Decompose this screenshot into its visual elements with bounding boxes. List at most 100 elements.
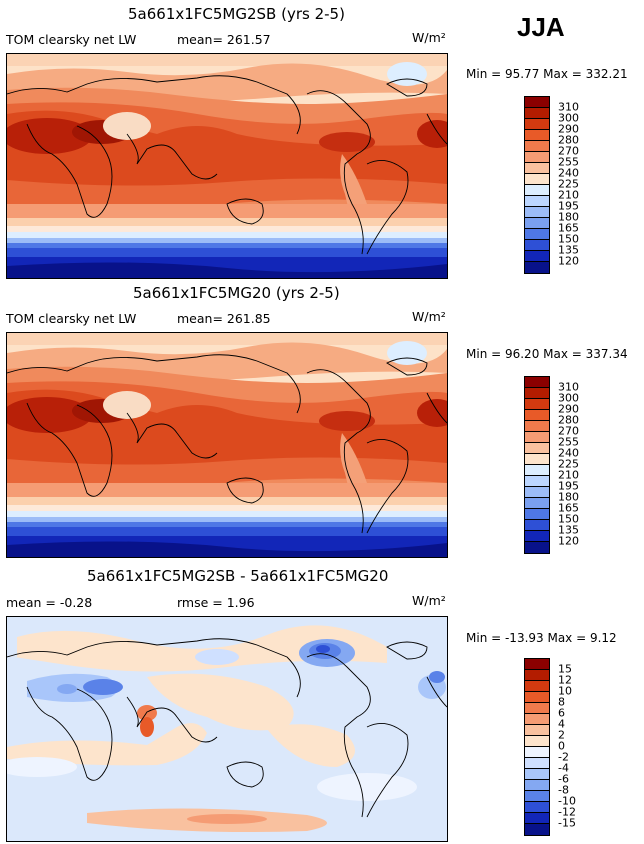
- panel-2-colorbar-swatch-12: [525, 509, 549, 520]
- panel-3-colorbar-swatch-5: [525, 714, 549, 725]
- panel-1-tick: 280: [558, 133, 579, 147]
- panel-3-colorbar-swatch-6: [525, 725, 549, 736]
- panel-1-units: W/m²: [412, 30, 446, 45]
- panel-2-tick: 290: [558, 402, 579, 416]
- panel-3-tick: 10: [558, 684, 572, 698]
- panel-3-tick: 12: [558, 673, 572, 687]
- panel-3-colorbar-swatch-14: [525, 813, 549, 824]
- panel-1-tick: 225: [558, 177, 579, 191]
- panel-3-colorbar-swatch-13: [525, 802, 549, 813]
- panel-1-colorbar-swatch-13: [525, 240, 549, 251]
- panel-1-tick: 135: [558, 243, 579, 257]
- panel-2-colorbar-swatch-3: [525, 410, 549, 421]
- panel-3-colorbar-swatch-3: [525, 692, 549, 703]
- panel-1-colorbar: [524, 96, 550, 274]
- panel-1-colorbar-swatch-4: [525, 141, 549, 152]
- panel-3-colorbar: [524, 658, 550, 836]
- panel-1-colorbar-swatch-7: [525, 174, 549, 185]
- panel-1-colorbar-swatch-11: [525, 218, 549, 229]
- panel-2-colorbar-swatch-14: [525, 531, 549, 542]
- panel-3-tick: -10: [558, 794, 576, 808]
- panel-3-tick: -2: [558, 750, 569, 764]
- panel-3-units: W/m²: [412, 593, 446, 608]
- panel-1-tick: 290: [558, 122, 579, 136]
- panel-3-tick: 8: [558, 695, 565, 709]
- panel-3-tick: -4: [558, 761, 569, 775]
- panel-2-variable-label: TOM clearsky net LW: [6, 311, 137, 326]
- panel-2-colorbar-swatch-1: [525, 388, 549, 399]
- panel-1-tick: 310: [558, 100, 579, 114]
- panel-3-map-svg: [7, 617, 447, 841]
- panel-2-title: 5a661x1FC5MG20 (yrs 2-5): [133, 284, 340, 302]
- panel-2-tick: 240: [558, 446, 579, 460]
- panel-2-colorbar-swatch-2: [525, 399, 549, 410]
- panel-2-colorbar-swatch-15: [525, 542, 549, 553]
- panel-2-tick: 300: [558, 391, 579, 405]
- panel-2-colorbar-swatch-4: [525, 421, 549, 432]
- panel-2-minmax: Min = 96.20 Max = 337.34: [466, 347, 628, 361]
- panel-3-colorbar-swatch-11: [525, 780, 549, 791]
- panel-2-tick: 135: [558, 523, 579, 537]
- panel-3-colorbar-swatch-15: [525, 824, 549, 835]
- panel-2-colorbar: [524, 376, 550, 554]
- panel-2-map-svg: [7, 333, 447, 557]
- panel-1-colorbar-swatch-0: [525, 97, 549, 108]
- panel-1-tick: 300: [558, 111, 579, 125]
- panel-1-map-svg: [7, 54, 447, 278]
- panel-1-tick: 165: [558, 221, 579, 235]
- panel-2-colorbar-swatch-5: [525, 432, 549, 443]
- panel-3-tick: 4: [558, 717, 565, 731]
- panel-3-colorbar-swatch-4: [525, 703, 549, 714]
- panel-1-colorbar-swatch-9: [525, 196, 549, 207]
- panel-2-tick: 310: [558, 380, 579, 394]
- panel-2-tick: 195: [558, 479, 579, 493]
- panel-2-tick: 210: [558, 468, 579, 482]
- panel-2-colorbar-swatch-11: [525, 498, 549, 509]
- panel-1-minmax: Min = 95.77 Max = 332.21: [466, 67, 628, 81]
- panel-2-colorbar-swatch-0: [525, 377, 549, 388]
- panel-3-colorbar-swatch-8: [525, 747, 549, 758]
- panel-3-tick: 15: [558, 662, 572, 676]
- panel-1-colorbar-swatch-6: [525, 163, 549, 174]
- panel-3-tick: 2: [558, 728, 565, 742]
- panel-1-colorbar-swatch-5: [525, 152, 549, 163]
- panel-2-tick: 150: [558, 512, 579, 526]
- panel-3-tick: 6: [558, 706, 565, 720]
- panel-3-colorbar-swatch-9: [525, 758, 549, 769]
- panel-1-title: 5a661x1FC5MG2SB (yrs 2-5): [128, 5, 345, 23]
- panel-3-colorbar-swatch-7: [525, 736, 549, 747]
- panel-2-colorbar-swatch-10: [525, 487, 549, 498]
- panel-3-colorbar-swatch-1: [525, 670, 549, 681]
- panel-3-tick: -12: [558, 805, 576, 819]
- panel-1-colorbar-swatch-8: [525, 185, 549, 196]
- panel-1-variable-label: TOM clearsky net LW: [6, 32, 137, 47]
- panel-1-tick: 270: [558, 144, 579, 158]
- panel-1-tick: 255: [558, 155, 579, 169]
- panel-2-tick: 165: [558, 501, 579, 515]
- panel-1-tick: 240: [558, 166, 579, 180]
- panel-3-colorbar-swatch-0: [525, 659, 549, 670]
- panel-3-tick: -6: [558, 772, 569, 786]
- season-label: JJA: [517, 12, 565, 42]
- panel-1-colorbar-swatch-1: [525, 108, 549, 119]
- panel-2-colorbar-swatch-13: [525, 520, 549, 531]
- panel-2-colorbar-swatch-6: [525, 443, 549, 454]
- panel-3-colorbar-swatch-10: [525, 769, 549, 780]
- panel-1-tick: 210: [558, 188, 579, 202]
- panel-1-colorbar-swatch-15: [525, 262, 549, 273]
- panel-1-colorbar-swatch-2: [525, 119, 549, 130]
- panel-3-colorbar-swatch-12: [525, 791, 549, 802]
- panel-1-map: [6, 53, 448, 279]
- panel-3-tick: -15: [558, 816, 576, 830]
- panel-2-colorbar-swatch-9: [525, 476, 549, 487]
- panel-2-tick: 225: [558, 457, 579, 471]
- panel-1-tick: 195: [558, 199, 579, 213]
- panel-3-colorbar-swatch-2: [525, 681, 549, 692]
- panel-2-tick: 280: [558, 413, 579, 427]
- panel-2-tick: 255: [558, 435, 579, 449]
- panel-1-tick: 120: [558, 254, 579, 268]
- panel-1-tick: 150: [558, 232, 579, 246]
- panel-2-units: W/m²: [412, 309, 446, 324]
- panel-2-mean-label: mean= 261.85: [177, 311, 271, 326]
- panel-1-colorbar-swatch-10: [525, 207, 549, 218]
